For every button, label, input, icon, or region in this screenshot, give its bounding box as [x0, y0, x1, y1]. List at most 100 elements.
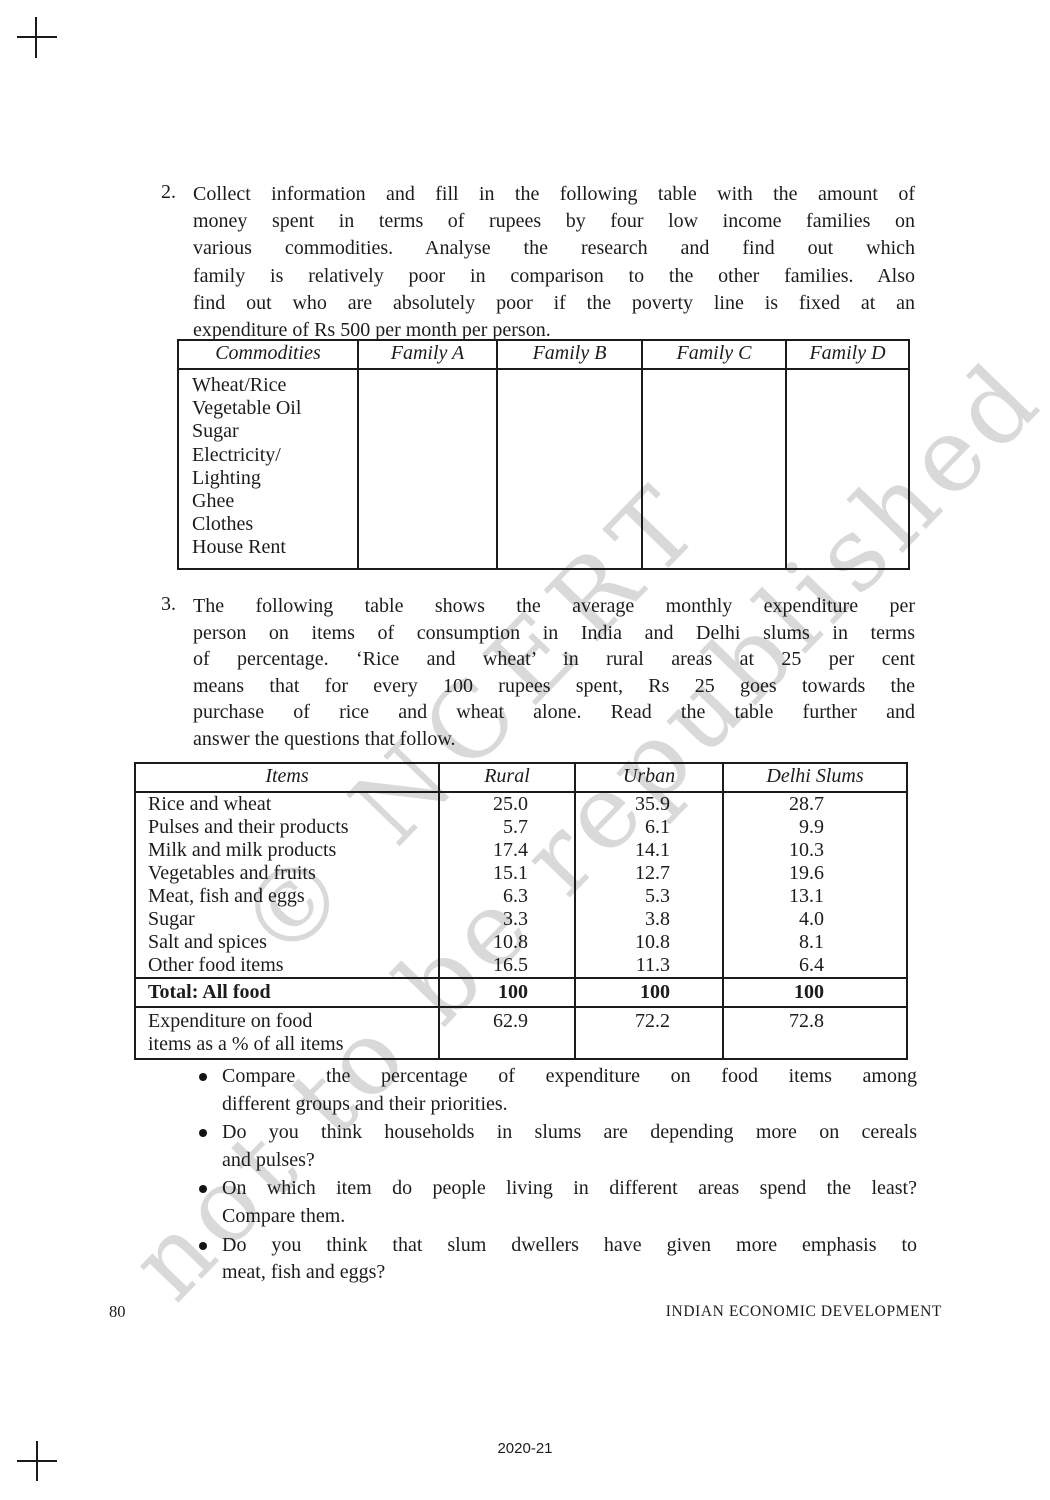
summary-value-cell: 62.9 [438, 1007, 576, 1059]
crop-mark-icon [17, 36, 57, 38]
commodities-table-header-cell: Family B [496, 339, 643, 370]
bullet-line: Do you think households in slums are dep… [222, 1121, 917, 1144]
commodities-table-header-cell: Commodities [177, 339, 359, 370]
item-cell: Sugar [134, 908, 440, 931]
paragraph-line: of percentage. ‘Rice and wheat’ in rural… [193, 648, 915, 671]
commodity-label: Ghee [192, 490, 235, 513]
total-label-cell: Total: All food [134, 977, 440, 1008]
item-cell: Rice and wheat [134, 792, 440, 816]
summary-value-cell: 72.8 [722, 1007, 908, 1059]
value-cell: 19.6 [722, 862, 908, 885]
commodities-table: Commodities Family A Family B Family C Famil… [177, 339, 910, 570]
bullet-item: Do you think households in slums are dep… [199, 1119, 917, 1174]
total-value-cell: 100 [438, 977, 576, 1008]
bullet-line: Compare the percentage of expenditure on… [222, 1065, 917, 1087]
expenditure-table-row: Milk and milk products 17.4 14.1 10.3 [134, 839, 908, 862]
value-cell: 25.0 [438, 792, 576, 816]
bullet-icon [199, 1185, 207, 1194]
expenditure-table-row: Meat, fish and eggs 6.3 5.3 13.1 [134, 885, 908, 908]
commodity-label: Wheat/Rice [192, 374, 287, 396]
value-cell: 15.1 [438, 862, 576, 885]
value-cell: 5.3 [574, 885, 724, 908]
page-number: 80 [109, 1302, 126, 1321]
bullet-icon [199, 1241, 207, 1250]
expenditure-table-row: Vegetables and fruits 15.1 12.7 19.6 [134, 862, 908, 885]
commodity-label: Vegetable Oil [192, 397, 302, 420]
bullet-line: On which item do people living in differ… [222, 1177, 917, 1200]
value-cell: 14.1 [574, 839, 724, 862]
bullet-line: different groups and their priorities. [222, 1092, 508, 1115]
commodity-label: Clothes [192, 513, 254, 536]
value-cell: 9.9 [722, 816, 908, 839]
bullet-item: On which item do people living in differ… [199, 1175, 917, 1230]
value-cell: 6.1 [574, 816, 724, 839]
question-3-number: 3. [161, 593, 176, 615]
question-3-text: The following table shows the average mo… [193, 593, 915, 753]
value-cell: 8.1 [722, 931, 908, 954]
item-cell: Meat, fish and eggs [134, 885, 440, 908]
value-cell: 13.1 [722, 885, 908, 908]
expenditure-table-row: Pulses and their products 5.7 6.1 9.9 [134, 816, 908, 839]
value-cell: 12.7 [574, 862, 724, 885]
question-2-number: 2. [161, 181, 176, 203]
bullet-text: Do you think households in slums are dep… [222, 1119, 917, 1174]
item-cell: Salt and spices [134, 931, 440, 954]
item-cell: Milk and milk products [134, 839, 440, 862]
value-cell: 5.7 [438, 816, 576, 839]
bullet-text: Compare the percentage of expenditure on… [222, 1063, 917, 1118]
value-cell: 17.4 [438, 839, 576, 862]
expenditure-table-header-row: Items Rural Urban Delhi Slums [134, 762, 908, 793]
expenditure-table-row: Sugar 3.3 3.8 4.0 [134, 908, 908, 931]
bullet-line: Compare them. [222, 1204, 346, 1227]
running-title: INDIAN ECONOMIC DEVELOPMENT [665, 1303, 942, 1320]
value-cell: 3.3 [438, 908, 576, 931]
value-cell: 4.0 [722, 908, 908, 931]
commodities-list-cell: Wheat/Rice Vegetable Oil Sugar Electricity/… [177, 368, 359, 570]
value-cell: 6.3 [438, 885, 576, 908]
bullet-line: meat, fish and eggs? [222, 1261, 386, 1284]
total-value-cell: 100 [722, 977, 908, 1008]
expenditure-table: Items Rural Urban Delhi Slums Rice and whea… [134, 762, 908, 1060]
value-cell: 28.7 [722, 792, 908, 816]
expenditure-table-row: Salt and spices 10.8 10.8 8.1 [134, 931, 908, 954]
expenditure-table-row: Rice and wheat 25.0 35.9 28.7 [134, 792, 908, 816]
summary-label-line: Expenditure on food [148, 1010, 313, 1032]
value-cell: 10.8 [438, 931, 576, 954]
bullet-text: On which item do people living in differ… [222, 1175, 917, 1230]
bullet-text: Do you think that slum dwellers have giv… [222, 1232, 917, 1287]
question-2-text: Collect information and fill in the foll… [193, 181, 915, 344]
commodities-table-header-cell: Family A [357, 339, 498, 370]
total-value-cell: 100 [574, 977, 724, 1008]
paragraph-line: person on items of consumption in India … [193, 621, 915, 644]
item-cell: Vegetables and fruits [134, 862, 440, 885]
value-cell: 11.3 [574, 954, 724, 978]
summary-label-line: items as a % of all items [148, 1033, 344, 1055]
value-cell: 3.8 [574, 908, 724, 931]
paragraph-line: Collect information and fill in the foll… [193, 183, 915, 205]
expenditure-table-header-cell: Items [134, 762, 440, 793]
paragraph-line: The following table shows the average mo… [193, 595, 915, 617]
item-cell: Pulses and their products [134, 816, 440, 839]
expenditure-table-total-row: Total: All food 100 100 100 [134, 977, 908, 1008]
bullet-line: and pulses? [222, 1148, 315, 1171]
crop-mark-icon [36, 1441, 38, 1481]
bullet-icon [199, 1073, 207, 1081]
expenditure-table-header-cell: Delhi Slums [722, 762, 908, 793]
paragraph-line: money spent in terms of rupees by four l… [193, 210, 915, 233]
expenditure-table-summary-row: Expenditure on food items as a % of all i… [134, 1007, 908, 1059]
expenditure-table-row: Other food items 16.5 11.3 6.4 [134, 954, 908, 978]
value-cell: 35.9 [574, 792, 724, 816]
summary-value-cell: 72.2 [574, 1007, 724, 1059]
paragraph-line: find out who are absolutely poor if the … [193, 291, 915, 314]
bullet-question-list: Compare the percentage of expenditure on… [199, 1063, 917, 1288]
commodities-table-header-cell: Family D [785, 339, 910, 370]
crop-mark-icon [35, 17, 37, 58]
paragraph-line: expenditure of Rs 500 per month per pers… [193, 319, 551, 342]
value-cell: 16.5 [438, 954, 576, 978]
commodity-label: Sugar [192, 420, 239, 443]
bullet-item: Do you think that slum dwellers have giv… [199, 1232, 917, 1287]
empty-family-cell [641, 368, 787, 570]
summary-label-cell: Expenditure on food items as a % of all i… [134, 1007, 440, 1059]
commodity-label: Electricity/ [192, 443, 281, 466]
